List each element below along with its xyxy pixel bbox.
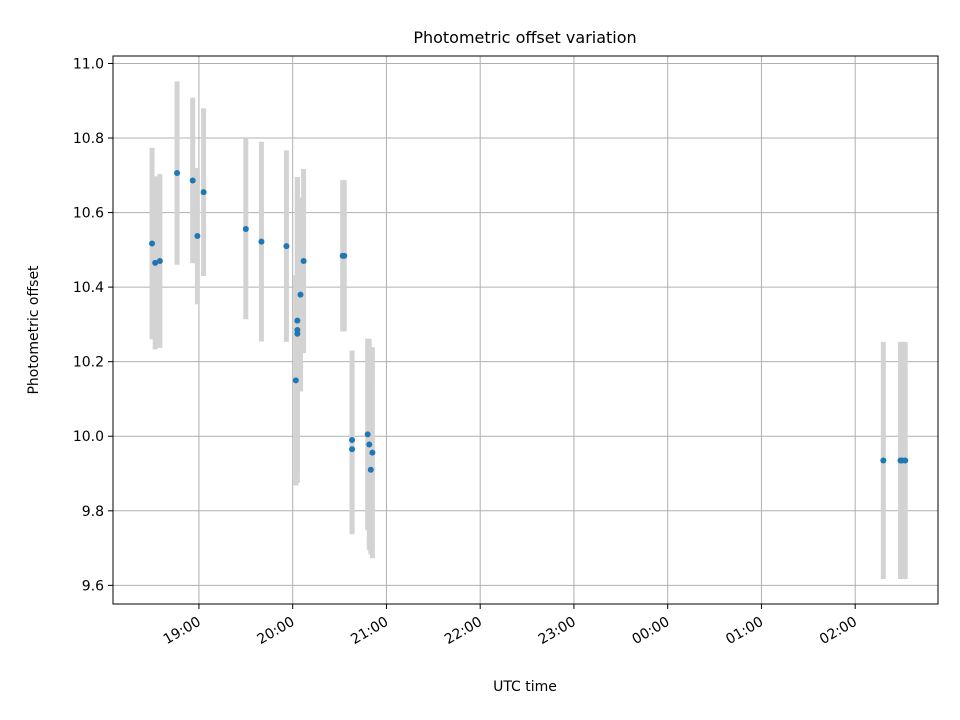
data-point xyxy=(294,317,301,324)
x-tick-label: 01:00 xyxy=(723,614,766,648)
y-tick-label: 10.2 xyxy=(73,355,104,371)
data-point xyxy=(297,291,304,298)
data-points xyxy=(149,170,909,473)
chart-title: Photometric offset variation xyxy=(413,28,636,47)
data-point xyxy=(300,258,307,265)
data-point xyxy=(152,259,159,266)
y-tick-label: 10.0 xyxy=(73,429,104,445)
data-point xyxy=(174,170,181,177)
data-point xyxy=(349,446,356,453)
y-tick-label: 9.8 xyxy=(82,504,104,520)
x-tick-label: 19:00 xyxy=(161,614,204,648)
x-tick-label: 02:00 xyxy=(817,614,860,648)
y-tick-label: 11.0 xyxy=(73,56,104,72)
x-axis-label: UTC time xyxy=(493,679,557,695)
y-tick-label: 9.6 xyxy=(82,578,104,594)
y-axis-label: Photometric offset xyxy=(26,265,42,395)
data-point xyxy=(369,449,376,456)
data-point xyxy=(283,243,290,250)
data-point xyxy=(880,457,887,464)
y-tick-label: 10.8 xyxy=(73,131,104,147)
data-point xyxy=(292,377,299,384)
data-point xyxy=(156,258,163,265)
plot-frame xyxy=(112,55,939,605)
data-point xyxy=(366,441,373,448)
data-point xyxy=(364,431,371,438)
data-point xyxy=(194,233,201,240)
y-tick-label: 10.4 xyxy=(73,280,104,296)
x-tick-label: 21:00 xyxy=(348,614,391,648)
x-tick-label: 20:00 xyxy=(255,614,298,648)
data-point xyxy=(258,238,265,245)
data-point xyxy=(349,436,356,443)
error-bars xyxy=(149,81,908,580)
x-tick-label: 23:00 xyxy=(536,614,579,648)
x-axis: 19:00 20:00 21:00 22:00 23:00 00:00 01:00 02:00 xyxy=(161,604,860,648)
data-point xyxy=(200,189,207,196)
gridlines xyxy=(113,56,938,604)
data-point xyxy=(189,177,196,184)
x-tick-label: 22:00 xyxy=(442,614,485,648)
y-axis: 9.6 9.8 10.0 10.2 10.4 10.6 10.8 11.0 xyxy=(73,56,113,594)
y-tick-label: 10.6 xyxy=(73,206,104,222)
data-point xyxy=(242,225,249,232)
data-point xyxy=(902,457,909,464)
x-tick-label: 00:00 xyxy=(630,614,673,648)
data-point xyxy=(294,327,301,333)
data-point xyxy=(149,240,156,247)
data-point xyxy=(341,252,348,259)
data-point xyxy=(367,466,374,473)
